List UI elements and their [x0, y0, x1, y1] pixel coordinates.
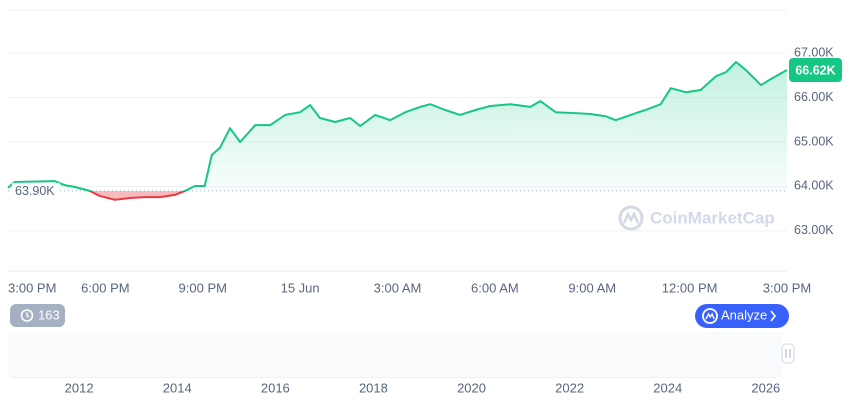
navigator-handle[interactable] [781, 343, 795, 364]
x-tick-label: 12:00 PM [662, 280, 718, 295]
current-price-badge [789, 58, 842, 82]
current-price-label: 66.62K [795, 63, 835, 77]
x-tick-label: 6:00 AM [471, 280, 519, 295]
baseline-label: 63.90K [15, 184, 55, 198]
y-tick-label: 63.00K [794, 223, 834, 237]
analyze-button[interactable]: Analyze [695, 304, 789, 328]
navigator-tick-label: 2020 [457, 380, 486, 395]
navigator-tick-label: 2024 [653, 380, 682, 395]
x-tick-label: 9:00 PM [179, 280, 227, 295]
x-tick-label: 6:00 PM [81, 280, 129, 295]
price-area [8, 62, 787, 200]
x-tick-label: 3:00 PM [8, 280, 56, 295]
y-tick-label: 64.00K [794, 179, 834, 193]
navigator-tick-label: 2012 [65, 380, 94, 395]
watermark-text: CoinMarketCap [650, 208, 775, 227]
x-tick-label: 3:00 AM [374, 280, 422, 295]
y-tick-label: 65.00K [794, 134, 834, 148]
x-tick-label: 3:00 PM [763, 280, 811, 295]
navigator-tick-label: 2018 [359, 380, 388, 395]
watermark: CoinMarketCap [618, 205, 775, 231]
history-count: 163 [38, 307, 60, 322]
x-tick-label: 15 Jun [281, 280, 320, 295]
navigator-tick-label: 2022 [555, 380, 584, 395]
navigator-tick-label: 2026 [751, 380, 780, 395]
y-tick-label: 66.00K [794, 90, 834, 104]
navigator-bg [8, 332, 783, 377]
navigator-tick-label: 2016 [261, 380, 290, 395]
y-tick-label: 67.00K [794, 45, 834, 59]
navigator-tick-label: 2014 [163, 380, 192, 395]
history-badge[interactable]: 163 [10, 304, 65, 327]
baseline-label-bg [12, 182, 60, 199]
price-line [7, 61, 788, 201]
analyze-label: Analyze [721, 307, 767, 322]
x-tick-label: 9:00 AM [568, 280, 616, 295]
